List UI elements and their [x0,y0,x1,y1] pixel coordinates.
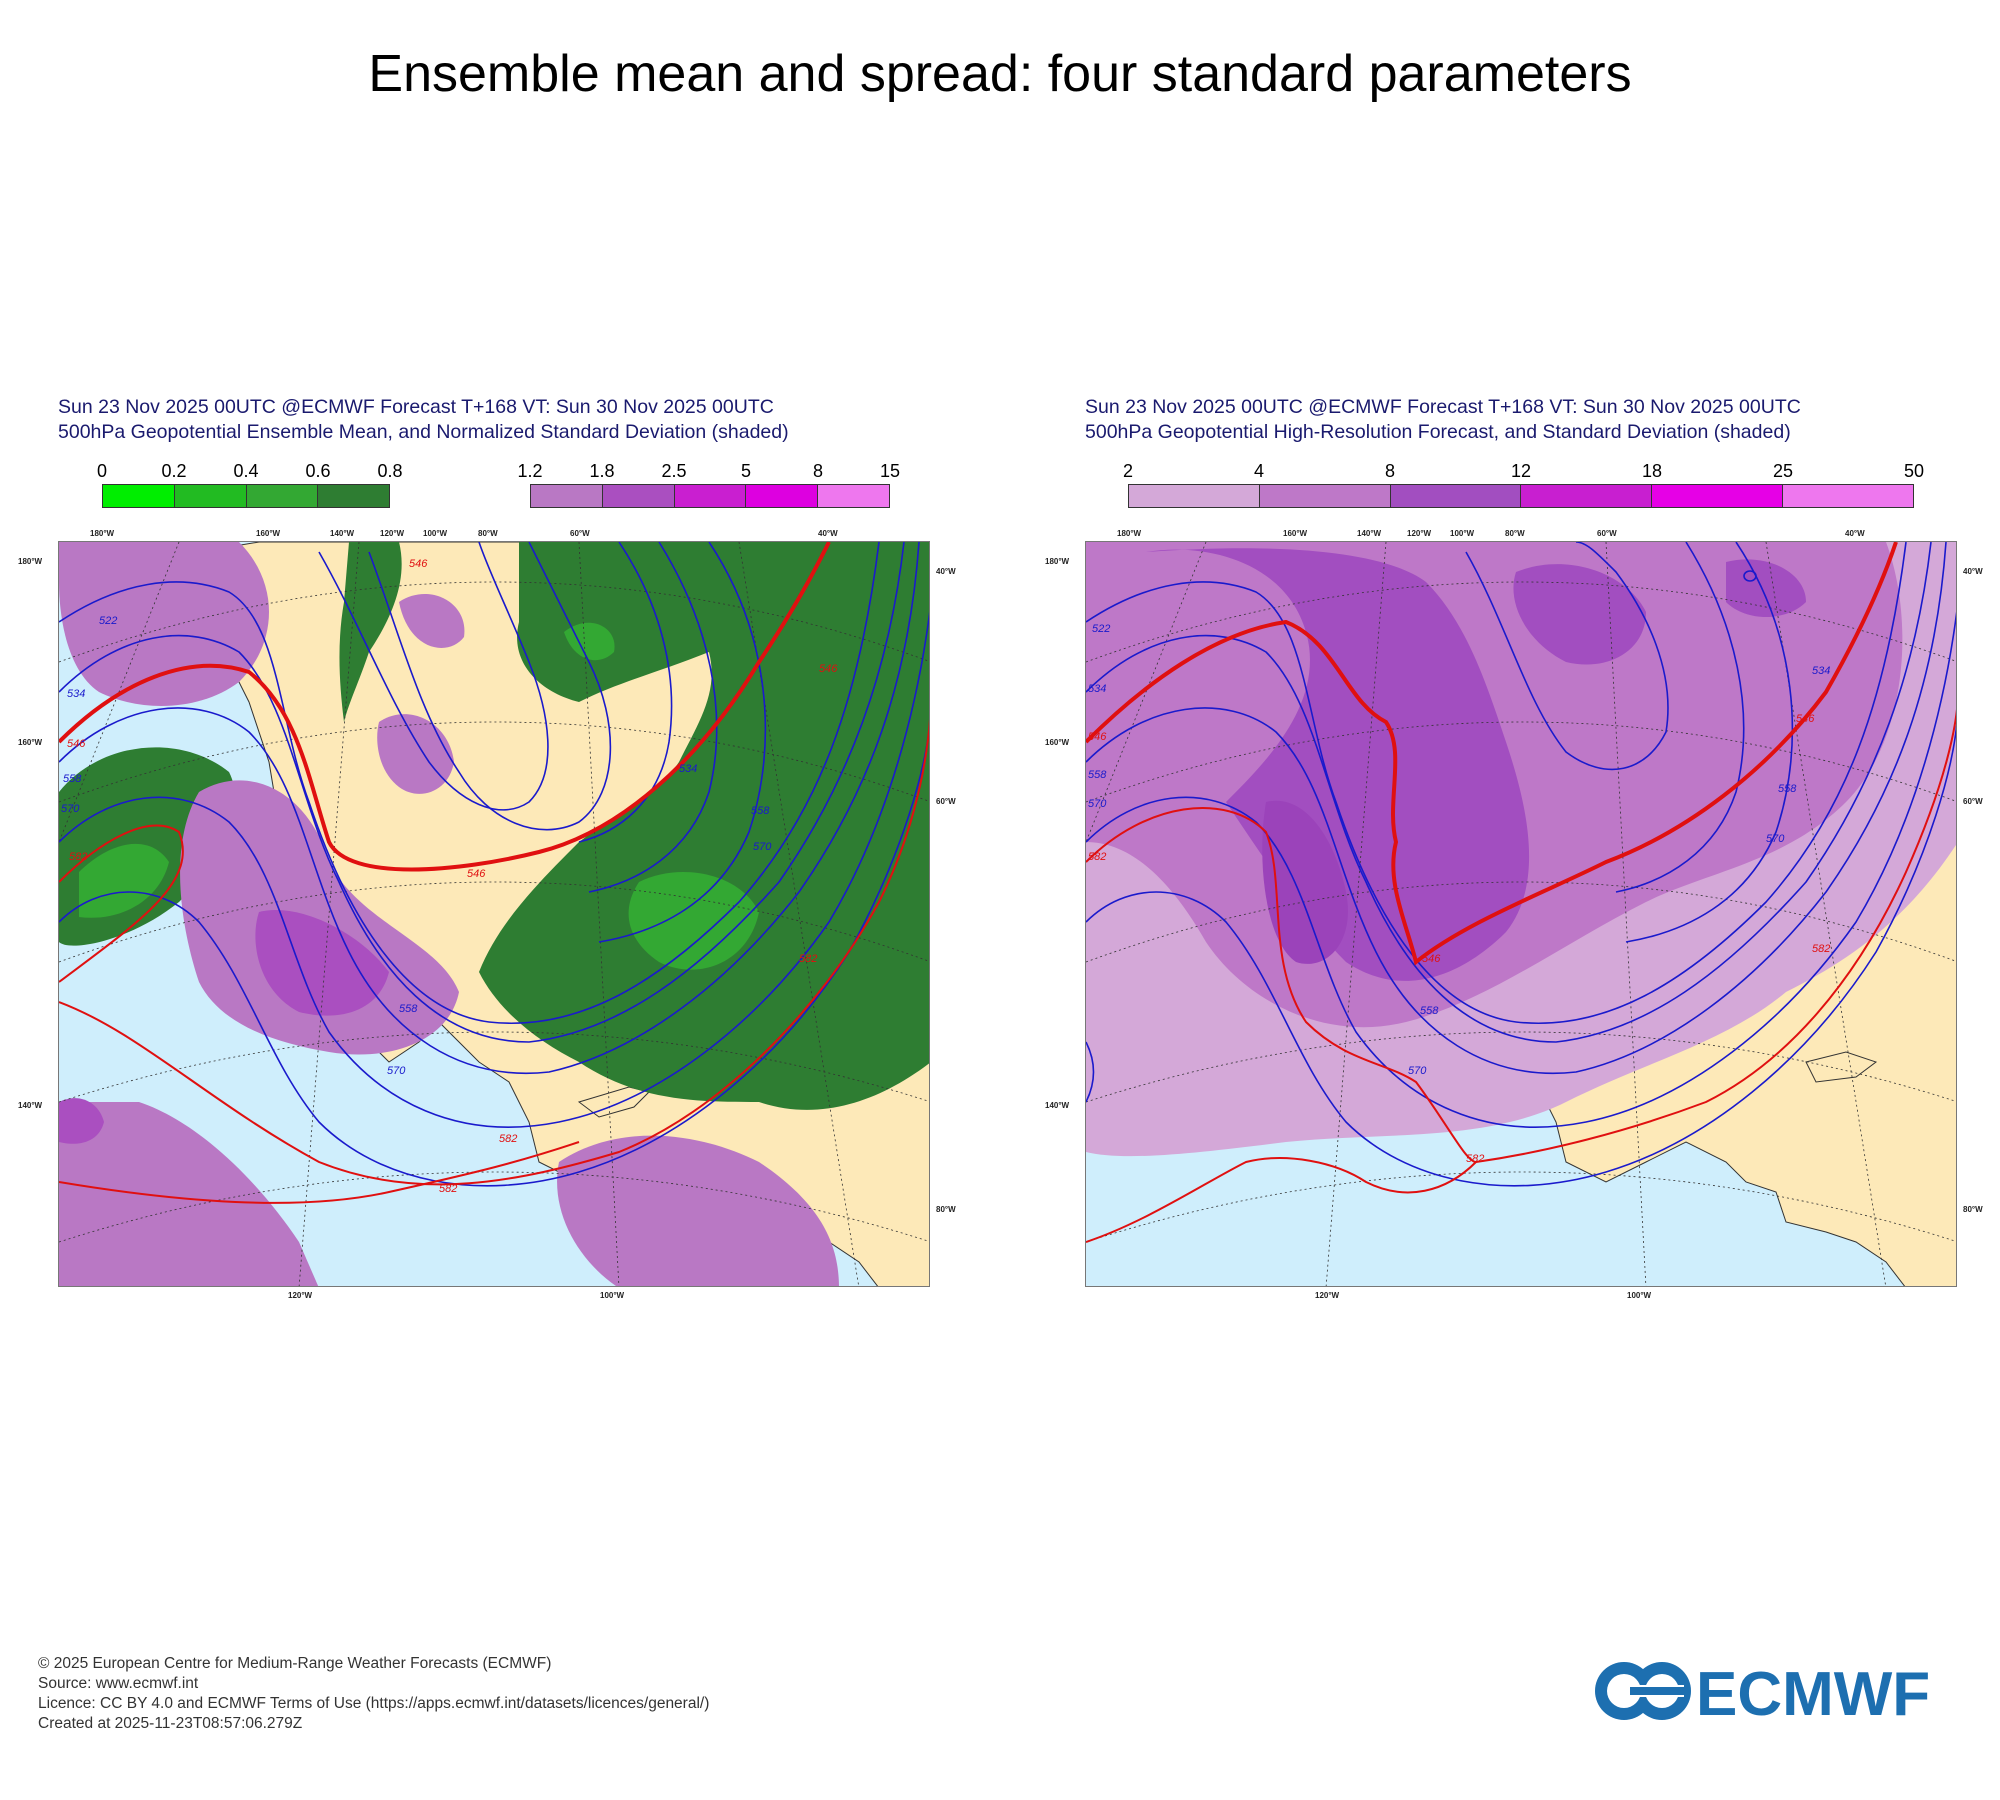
map-canvas: 522 534 546 558 570 582 582 582 546 546 … [59,542,929,1286]
contour-label: 546 [1088,731,1107,743]
purple-colorbar [530,484,890,508]
panel-title-line1: Sun 23 Nov 2025 00UTC @ECMWF Forecast T+… [1085,396,1801,418]
contour-label: 534 [1088,683,1106,695]
top-axis-label: 160°W [1283,529,1308,538]
top-axis-label: 40°W [1845,529,1865,538]
page-title: Ensemble mean and spread: four standard … [368,45,1632,103]
contour-label: 546 [819,663,838,675]
left-axis-label: 160°W [18,738,43,747]
logo-text: ECMWF [1696,1660,1930,1724]
left-axis-label: 180°W [18,557,43,566]
contour-label: 546 [1796,713,1815,725]
contour-label: 558 [399,1003,418,1015]
bottom-axis-label: 100°W [600,1291,625,1300]
contour-label: 570 [1408,1065,1427,1077]
high-res-panel: Sun 23 Nov 2025 00UTC @ECMWF Forecast T+… [1045,395,1985,1300]
top-axis-label: 80°W [1505,529,1525,538]
right-axis-label: 60°W [936,797,956,806]
top-axis-label: 60°W [1597,529,1617,538]
contour-label: 558 [751,805,770,817]
spread-colorbar [1128,484,1914,508]
top-axis-label: 80°W [478,529,498,538]
top-axis-label: 100°W [1450,529,1475,538]
top-axis-label: 180°W [1117,529,1142,538]
contour-label: 522 [99,615,117,627]
contour-label: 534 [679,763,697,775]
green-colorbar [102,484,390,508]
contour-label: 582 [1088,851,1106,863]
map-canvas: 522 534 546 558 570 582 546 558 570 582 … [1086,542,1956,1286]
right-axis-label: 40°W [1963,567,1983,576]
contour-label: 582 [439,1183,457,1195]
left-axis-label: 180°W [1045,557,1070,566]
licence-line: Licence: CC BY 4.0 and ECMWF Terms of Us… [38,1695,710,1712]
contour-label: 570 [753,841,772,853]
contour-label: 582 [1812,943,1830,955]
contour-label: 546 [467,868,486,880]
top-axis-label: 140°W [330,529,355,538]
panel-title-line2: 500hPa Geopotential High-Resolution Fore… [1085,421,1791,443]
contour-label: 558 [1778,783,1797,795]
created-line: Created at 2025-11-23T08:57:06.279Z [38,1715,303,1732]
right-axis-label: 60°W [1963,797,1983,806]
top-axis-label: 40°W [818,529,838,538]
top-axis-label: 60°W [570,529,590,538]
source-line: Source: www.ecmwf.int [38,1675,199,1692]
top-axis-label: 100°W [423,529,448,538]
contour-label: 534 [67,688,85,700]
contour-label: 534 [1812,665,1830,677]
top-axis-label: 180°W [90,529,115,538]
contour-label: 522 [1092,623,1110,635]
high-res-map: 522 534 546 558 570 582 546 558 570 582 … [1085,541,1957,1287]
top-axis-label: 140°W [1357,529,1382,538]
contour-label: 570 [1088,798,1107,810]
panel-title-line2: 500hPa Geopotential Ensemble Mean, and N… [58,421,789,443]
contour-label: 582 [69,851,87,863]
contour-label: 582 [799,953,817,965]
contour-label: 582 [499,1133,517,1145]
ecmwf-logo: ECMWF [1592,1658,1964,1729]
right-axis-label: 80°W [1963,1205,1983,1214]
left-axis-label: 160°W [1045,738,1070,747]
contour-label: 546 [409,558,428,570]
contour-label: 570 [387,1065,406,1077]
right-axis-label: 80°W [936,1205,956,1214]
bottom-axis-label: 120°W [288,1291,313,1300]
footer: © 2025 European Centre for Medium-Range … [38,1654,709,1734]
contour-label: 570 [1766,833,1785,845]
left-axis-label: 140°W [18,1101,43,1110]
top-axis-label: 160°W [256,529,281,538]
right-axis-label: 40°W [936,567,956,576]
contour-label: 558 [1088,769,1107,781]
contour-label: 570 [61,803,80,815]
bottom-axis-label: 100°W [1627,1291,1652,1300]
copyright-line: © 2025 European Centre for Medium-Range … [38,1655,552,1672]
contour-label: 558 [63,773,82,785]
panel-title-line1: Sun 23 Nov 2025 00UTC @ECMWF Forecast T+… [58,396,774,418]
bottom-axis-label: 120°W [1315,1291,1340,1300]
contour-label: 546 [1422,953,1441,965]
ensemble-mean-map: 522 534 546 558 570 582 582 582 546 546 … [58,541,930,1287]
contour-label: 558 [1420,1005,1439,1017]
top-axis-label: 120°W [1407,529,1432,538]
contour-label: 546 [67,738,86,750]
top-axis-label: 120°W [380,529,405,538]
contour-label: 582 [1466,1153,1484,1165]
ensemble-mean-panel: Sun 23 Nov 2025 00UTC @ECMWF Forecast T+… [18,395,958,1300]
left-axis-label: 140°W [1045,1101,1070,1110]
